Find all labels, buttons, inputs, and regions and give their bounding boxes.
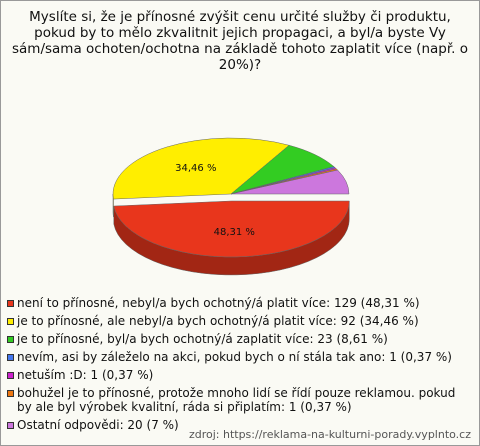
legend-label: bohužel je to přínosné, protože mnoho li… xyxy=(17,386,456,414)
legend-label: netuším :D: 1 (0,37 %) xyxy=(17,368,154,382)
slice xyxy=(112,137,290,200)
legend-item: netuším :D: 1 (0,37 %) xyxy=(7,368,473,382)
chart-title: Myslíte si, že je přínosné zvýšit cenu u… xyxy=(12,9,468,73)
legend-swatch xyxy=(7,390,14,397)
legend-swatch xyxy=(7,300,14,307)
legend-label: Ostatní odpovědi: 20 (7 %) xyxy=(17,418,179,432)
legend: není to přínosné, nebyl/a bych ochotný/á… xyxy=(7,296,473,436)
legend-label: je to přínosné, ale nebyl/a bych ochotný… xyxy=(17,314,419,328)
legend-swatch xyxy=(7,318,14,325)
legend-item: bohužel je to přínosné, protože mnoho li… xyxy=(7,386,473,414)
legend-swatch xyxy=(7,422,14,429)
pie-area: 48,31 % 34,46 % xyxy=(112,137,350,276)
slice-label: 34,46 % xyxy=(175,163,216,174)
legend-item: Ostatní odpovědi: 20 (7 %) xyxy=(7,418,473,432)
legend-label: je to přínosné, byl/a bych ochotný/á zap… xyxy=(17,332,388,346)
legend-item: je to přínosné, ale nebyl/a bych ochotný… xyxy=(7,314,473,328)
legend-swatch xyxy=(7,354,14,361)
legend-swatch xyxy=(7,336,14,343)
source: zdroj: https://reklama-na-kulturni-porad… xyxy=(188,428,471,441)
legend-label: není to přínosné, nebyl/a bych ochotný/á… xyxy=(17,296,420,310)
legend-label: nevím, asi by záleželo na akci, pokud by… xyxy=(17,350,452,364)
legend-item: nevím, asi by záleželo na akci, pokud by… xyxy=(7,350,473,364)
legend-item: je to přínosné, byl/a bych ochotný/á zap… xyxy=(7,332,473,346)
legend-item: není to přínosné, nebyl/a bych ochotný/á… xyxy=(7,296,473,310)
legend-swatch xyxy=(7,372,14,379)
slice xyxy=(113,200,350,258)
slice-label: 48,31 % xyxy=(214,227,255,238)
slice xyxy=(230,169,350,195)
